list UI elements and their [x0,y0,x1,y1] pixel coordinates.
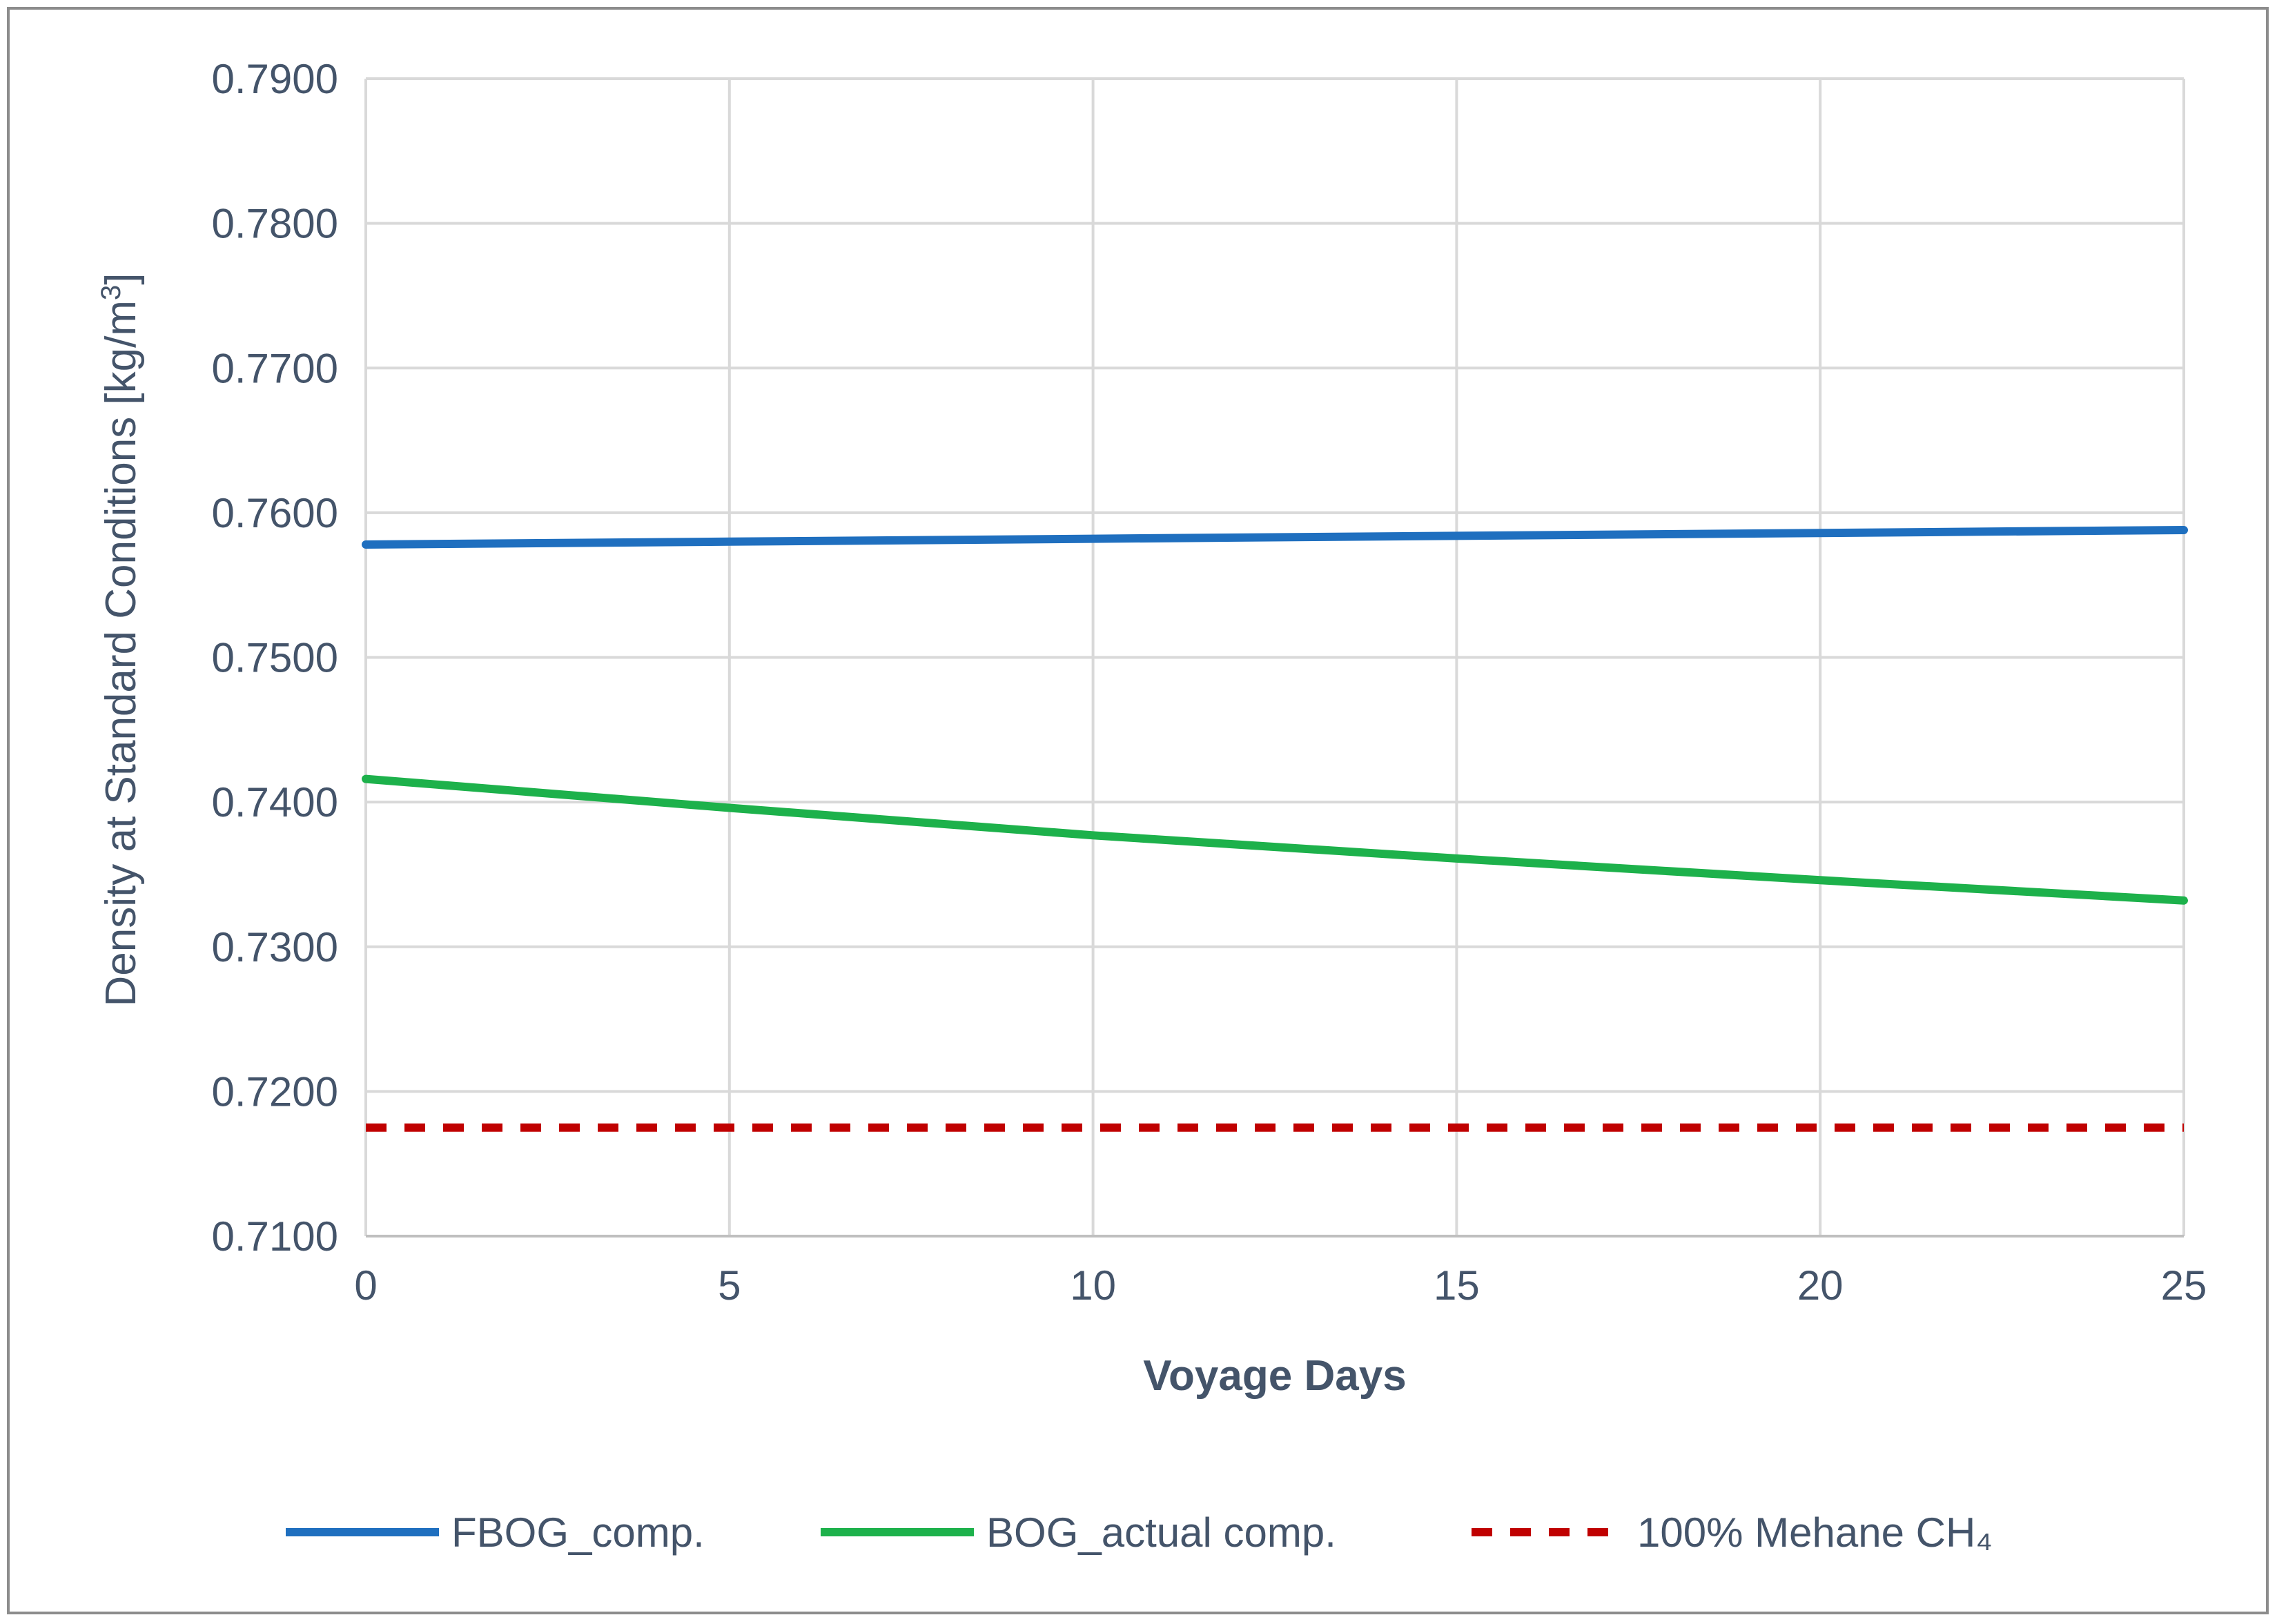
y-tick-label-4: 0.7500 [211,635,338,681]
x-tick-label-0: 0 [354,1262,377,1309]
y-axis-title-end: ] [97,273,145,285]
legend-label-bog-actual-comp: BOG_actual comp. [986,1509,1336,1556]
y-tick-label-8: 0.7900 [211,56,338,102]
y-tick-label-6: 0.7700 [211,345,338,391]
grid-lines [364,77,2185,1237]
y-tick-label-1: 0.7200 [211,1068,338,1115]
y-tick-label-5: 0.7600 [211,490,338,536]
y-tick-label-3: 0.7400 [211,779,338,825]
series-line-fbog-comp [362,526,2188,549]
x-axis-title: Voyage Days [1143,1352,1406,1400]
x-tick-label-4: 20 [1797,1262,1844,1309]
series-line-bog-actual-comp [362,774,2188,905]
chart-frame: 0.7100 0.7200 0.7300 0.7400 0.7500 0.7600 0.77… [7,7,2269,1614]
y-axis-title-main: Density at Standard Conditions [kg/m [97,300,145,1007]
series-lines [362,526,2188,1132]
y-tick-label-7: 0.7800 [211,201,338,247]
y-axis-title: Density at Standard Conditions [kg/m3] [96,273,145,1007]
legend: FBOG_comp. BOG_actual comp. 100% Mehane CH… [286,1509,1993,1556]
y-tick-label-0: 0.7100 [211,1213,338,1260]
x-tick-label-1: 5 [718,1262,741,1309]
y-axis-title-sup: 3 [96,285,126,300]
x-tick-label-3: 15 [1434,1262,1480,1309]
legend-label-fbog-comp: FBOG_comp. [451,1509,705,1556]
x-tick-label-5: 25 [2161,1262,2207,1309]
x-tick-label-2: 10 [1070,1262,1116,1309]
legend-label-100-mehane-ch: 100% Mehane CH₄ [1637,1509,1993,1556]
x-tick-labels: 0 5 10 15 20 25 [354,1262,2207,1309]
y-tick-labels: 0.7100 0.7200 0.7300 0.7400 0.7500 0.7600 0.77… [211,56,338,1260]
y-tick-label-2: 0.7300 [211,924,338,970]
line-chart: 0.7100 0.7200 0.7300 0.7400 0.7500 0.7600 0.77… [96,56,2207,1556]
